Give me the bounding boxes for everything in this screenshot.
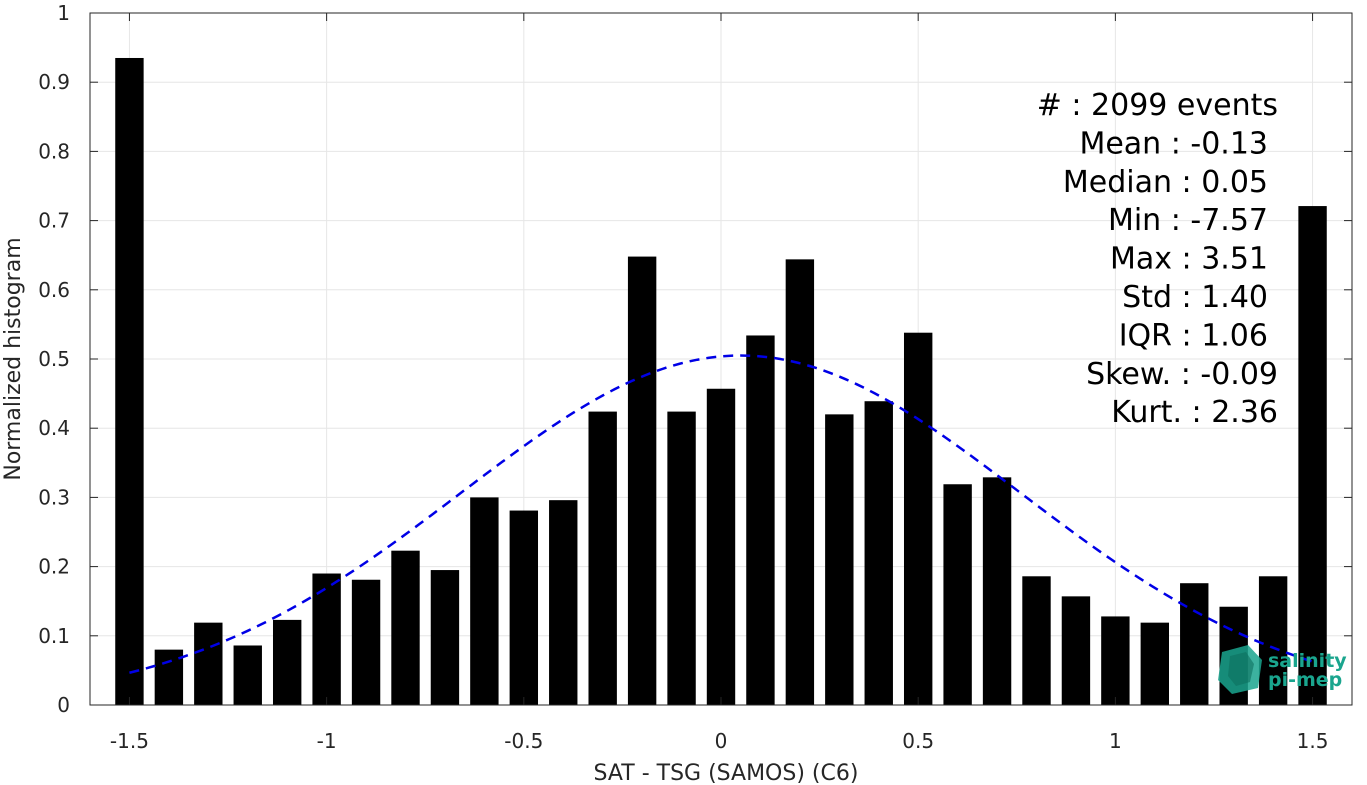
x-tick-label: 1.5	[1297, 729, 1329, 753]
histogram-bar	[1180, 583, 1209, 705]
y-tick-label: 0.2	[38, 555, 70, 579]
histogram-bar	[391, 550, 420, 705]
x-tick-label: -0.5	[504, 729, 543, 753]
bars	[115, 57, 1327, 706]
histogram-bar	[509, 510, 539, 705]
stats-line: Skew. : -0.09	[1086, 357, 1278, 392]
histogram-bar	[746, 335, 775, 705]
histogram-bar	[1061, 596, 1091, 705]
histogram-bar	[549, 500, 578, 705]
histogram-bar	[667, 411, 696, 705]
y-tick-label: 0.3	[38, 485, 70, 509]
x-tick-label: 0	[715, 729, 728, 753]
histogram-bar	[864, 401, 893, 705]
histogram-bar	[627, 256, 657, 705]
histogram-bar	[115, 57, 144, 706]
x-axis-label: SAT - TSG (SAMOS) (C6)	[594, 761, 859, 785]
stats-line: Kurt. : 2.36	[1111, 395, 1278, 430]
histogram-bar	[272, 619, 302, 705]
histogram-bar	[588, 411, 617, 705]
histogram-bar	[1298, 206, 1327, 705]
stats-line: Std : 1.40	[1122, 280, 1268, 315]
y-tick-label: 0.9	[38, 70, 70, 94]
y-tick-label: 0.6	[38, 278, 70, 302]
y-tick-label: 1	[57, 1, 70, 25]
histogram-bar	[470, 497, 499, 705]
x-tick-label: -1.5	[110, 729, 149, 753]
stats-line: Median : 0.05	[1063, 165, 1268, 200]
stats-line: Mean : -0.13	[1079, 126, 1268, 161]
histogram-bar	[351, 579, 381, 705]
y-tick-label: 0.4	[38, 416, 70, 440]
x-tick-label: 1	[1109, 729, 1122, 753]
x-tick-label: 0.5	[902, 729, 934, 753]
histogram-bar	[233, 645, 262, 705]
stats-line: # : 2099 events	[1037, 88, 1278, 123]
x-tick-label: -1	[317, 729, 337, 753]
histogram-bar	[194, 622, 223, 705]
y-tick-label: 0	[57, 693, 70, 717]
histogram-bar	[903, 332, 933, 705]
histogram-bar	[430, 570, 460, 705]
logo-cube-shade-icon	[1228, 652, 1254, 686]
y-tick-label: 0.1	[38, 624, 70, 648]
histogram-bar	[1101, 616, 1130, 705]
stats-line: Min : -7.57	[1108, 203, 1268, 238]
histogram-bar	[1022, 576, 1051, 705]
stats-line: Max : 3.51	[1110, 242, 1268, 277]
histogram-bar	[785, 259, 815, 705]
y-axis-label: Normalized histogram	[1, 237, 26, 480]
y-tick-label: 0.5	[38, 347, 70, 371]
histogram-bar	[1140, 622, 1170, 705]
histogram-bar	[1258, 576, 1288, 705]
stats-line: IQR : 1.06	[1119, 318, 1268, 353]
logo-text-line2: pi-mep	[1268, 669, 1342, 691]
histogram-bar	[312, 573, 341, 705]
histogram-bar	[706, 388, 736, 705]
histogram-bar	[825, 414, 854, 705]
axis-ticks: -1.5 -1 -0.5 0 0.5 1 1.5 0 0.1 0.2 0.3 0.4 0.5 0.6 0.7…	[38, 1, 1352, 753]
histogram-bar	[943, 484, 972, 705]
y-tick-label: 0.8	[38, 139, 70, 163]
logo-text-line1: salinity	[1268, 650, 1347, 672]
histogram-bar	[982, 477, 1012, 705]
histogram-bar	[154, 649, 184, 705]
y-tick-label: 0.7	[38, 209, 70, 233]
